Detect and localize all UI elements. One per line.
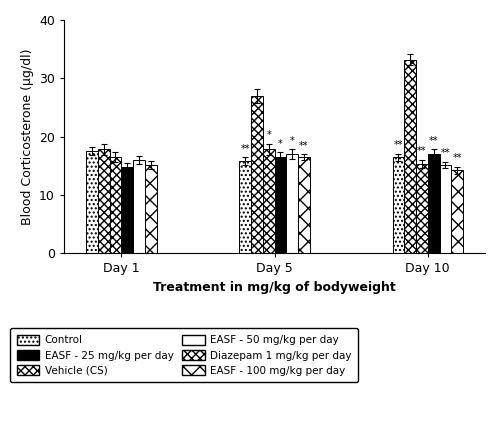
Bar [452, 170, 463, 253]
X-axis label: Treatment in mg/kg of bodyweight: Treatment in mg/kg of bodyweight [153, 281, 396, 294]
Bar [263, 150, 274, 253]
Bar [440, 164, 452, 253]
Text: **: ** [240, 144, 250, 153]
Text: *: * [290, 136, 294, 146]
Bar [86, 151, 98, 253]
Bar [298, 157, 310, 253]
Text: **: ** [299, 141, 308, 150]
Bar [428, 154, 440, 253]
Y-axis label: Blood Corticosterone (µg/dl): Blood Corticosterone (µg/dl) [20, 48, 34, 225]
Bar [286, 154, 298, 253]
Bar [251, 96, 263, 253]
Bar [145, 164, 156, 253]
Bar [416, 164, 428, 253]
Legend: Control, EASF - 25 mg/kg per day, Vehicle (CS), EASF - 50 mg/kg per day, Diazepa: Control, EASF - 25 mg/kg per day, Vehicl… [10, 329, 358, 382]
Text: **: ** [440, 148, 450, 158]
Bar [133, 160, 145, 253]
Bar [122, 167, 133, 253]
Bar [274, 157, 286, 253]
Bar [240, 161, 251, 253]
Text: **: ** [417, 147, 426, 156]
Text: *: * [266, 130, 271, 140]
Bar [110, 157, 122, 253]
Text: *: * [278, 139, 283, 149]
Text: **: ** [452, 153, 462, 164]
Bar [98, 150, 110, 253]
Text: **: ** [394, 140, 403, 150]
Bar [404, 60, 416, 253]
Bar [392, 157, 404, 253]
Text: **: ** [429, 136, 438, 146]
